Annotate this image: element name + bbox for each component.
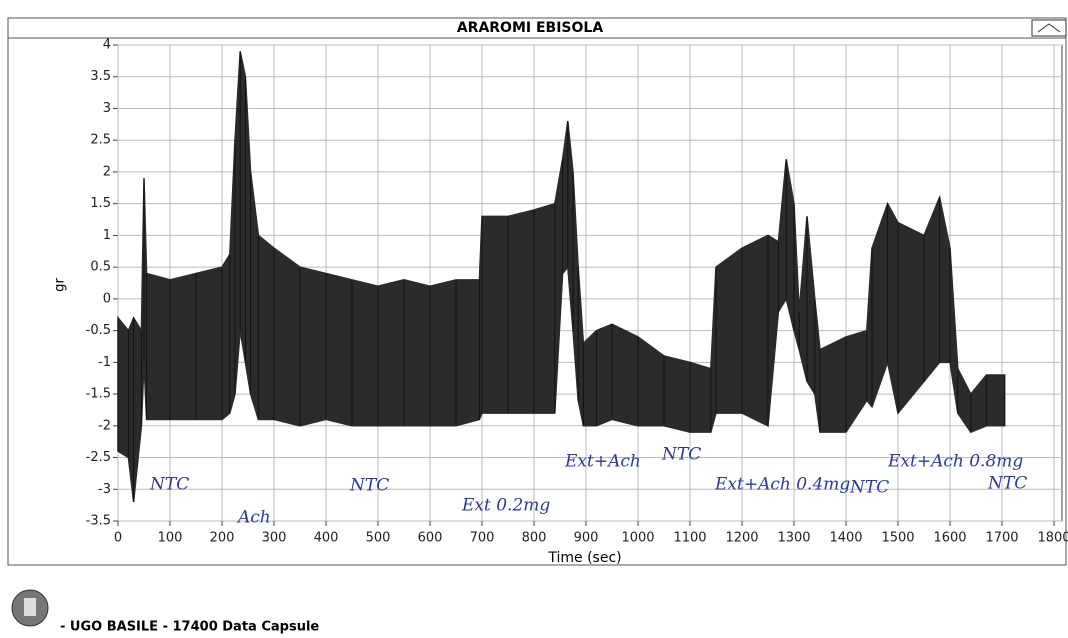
footer-text: - UGO BASILE - 17400 Data Capsule <box>60 620 319 635</box>
y-tick-label: 4 <box>103 38 111 53</box>
y-tick-label: 2.5 <box>90 133 111 148</box>
screen: ARAROMI EBISOLA gr Time (sec) - UGO BASI… <box>0 0 1068 634</box>
handwritten-annotation: Ext 0.2mg <box>461 496 550 516</box>
handwritten-annotation: Ext+Ach 0.4mg <box>714 475 850 495</box>
x-tick-label: 1800 <box>1037 531 1068 546</box>
handwritten-annotation: NTC <box>849 478 889 498</box>
x-tick-label: 800 <box>522 531 547 546</box>
y-tick-label: 1 <box>103 228 111 243</box>
handwritten-annotation: Ext+Ach <box>564 452 641 472</box>
y-tick-label: 3 <box>103 101 111 116</box>
y-tick-label: -2.5 <box>86 450 111 465</box>
y-axis-label: gr <box>53 278 68 292</box>
y-tick-label: -3 <box>98 482 111 497</box>
x-tick-label: 900 <box>574 531 599 546</box>
page: {"chart_data": {"type": "band", "title":… <box>0 0 1068 638</box>
x-tick-label: 1700 <box>985 531 1018 546</box>
x-tick-label: 400 <box>314 531 339 546</box>
x-tick-label: 300 <box>262 531 287 546</box>
x-tick-label: 1000 <box>621 531 654 546</box>
handwritten-annotation: NTC <box>987 474 1027 494</box>
y-tick-label: -3.5 <box>86 514 111 529</box>
x-tick-label: 1400 <box>829 531 862 546</box>
x-tick-label: 1100 <box>673 531 706 546</box>
y-tick-label: -1 <box>98 355 111 370</box>
x-tick-label: 1600 <box>933 531 966 546</box>
x-tick-label: 700 <box>470 531 495 546</box>
x-tick-label: 100 <box>158 531 183 546</box>
x-axis-label: Time (sec) <box>547 550 621 566</box>
handwritten-annotation: NTC <box>349 476 389 496</box>
x-tick-label: 1300 <box>777 531 810 546</box>
x-tick-label: 1200 <box>725 531 758 546</box>
x-tick-label: 1500 <box>881 531 914 546</box>
handwritten-annotation: Ext+Ach 0.8mg <box>887 452 1023 472</box>
x-tick-label: 500 <box>366 531 391 546</box>
chart-title: ARAROMI EBISOLA <box>457 20 603 36</box>
y-tick-label: 3.5 <box>90 69 111 84</box>
y-tick-label: -2 <box>98 418 111 433</box>
logo-mark <box>24 598 36 616</box>
handwritten-annotation: Ach <box>236 508 271 528</box>
y-tick-label: 1.5 <box>90 196 111 211</box>
y-tick-label: -0.5 <box>86 323 111 338</box>
x-tick-label: 0 <box>114 531 122 546</box>
y-tick-label: 2 <box>103 164 111 179</box>
handwritten-annotation: NTC <box>661 445 701 465</box>
handwritten-annotation: NTC <box>149 475 189 495</box>
y-tick-label: -1.5 <box>86 387 111 402</box>
y-tick-label: 0 <box>103 291 111 306</box>
x-tick-label: 600 <box>418 531 443 546</box>
x-tick-label: 200 <box>210 531 235 546</box>
y-tick-label: 0.5 <box>90 260 111 275</box>
